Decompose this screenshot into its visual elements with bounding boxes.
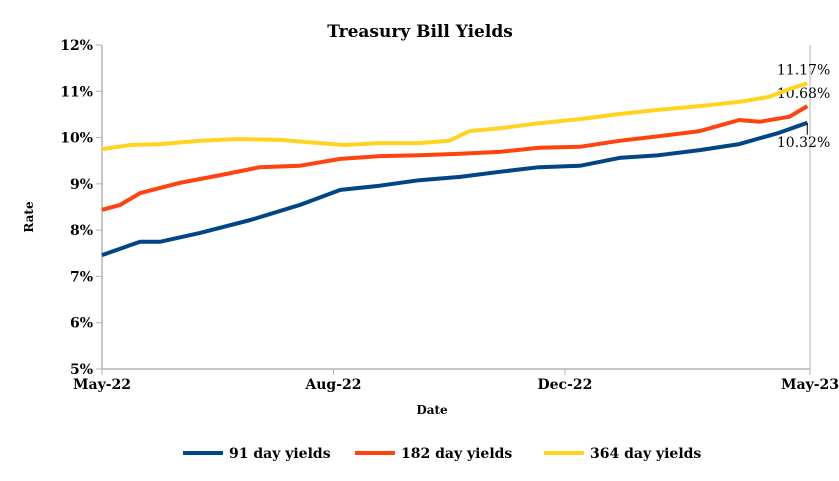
legend-label: 91 day yields [229,446,331,462]
x-tick-label: May-22 [73,377,131,393]
y-tick-label: 6% [70,316,93,332]
y-tick-label: 5% [70,362,93,378]
y-tick-label: 11% [60,84,93,100]
series-line-0 [101,120,808,257]
y-tick-label: 8% [70,223,93,239]
x-axis-label: Date [416,403,448,417]
legend-label: 182 day yields [401,446,512,462]
y-tick-label: 9% [70,177,93,193]
y-tick-label: 12% [60,38,93,54]
y-tick-label: 7% [70,269,93,285]
x-tick-label: May-23 [781,377,839,393]
y-axis-label: Rate [22,201,36,233]
y-tick-label: 10% [60,131,93,147]
chart-title: Treasury Bill Yields [327,22,513,42]
x-tick-label: Dec-22 [537,377,592,393]
legend-label: 364 day yields [590,446,701,462]
end-data-label: 10.68% [777,86,830,102]
x-tick-label: Aug-22 [304,377,361,393]
series-line-2 [101,81,808,152]
series-line-1 [101,104,809,212]
end-data-label: 10.32% [777,135,830,151]
end-data-label: 11.17% [777,62,830,78]
